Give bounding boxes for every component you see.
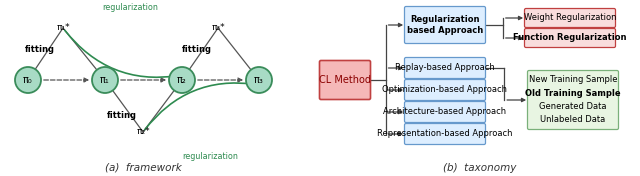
- Text: π₃: π₃: [254, 75, 264, 85]
- FancyBboxPatch shape: [404, 80, 486, 100]
- Text: CL Method: CL Method: [319, 75, 371, 85]
- Text: Representation-based Approach: Representation-based Approach: [377, 130, 513, 139]
- Circle shape: [15, 67, 41, 93]
- Text: Unlabeled Data: Unlabeled Data: [540, 115, 605, 124]
- Text: π₂: π₂: [177, 75, 187, 85]
- Text: π₃*: π₃*: [211, 24, 225, 33]
- FancyBboxPatch shape: [525, 8, 616, 27]
- Text: Architecture-based Approach: Architecture-based Approach: [383, 108, 507, 117]
- Text: regularization: regularization: [102, 4, 158, 12]
- FancyBboxPatch shape: [404, 102, 486, 122]
- FancyBboxPatch shape: [404, 124, 486, 144]
- Text: fitting: fitting: [182, 46, 212, 55]
- Text: Regularization
based Approach: Regularization based Approach: [407, 15, 483, 35]
- Text: (b)  taxonomy: (b) taxonomy: [444, 163, 516, 173]
- Text: Old Training Sample: Old Training Sample: [525, 89, 621, 98]
- Text: Generated Data: Generated Data: [540, 102, 607, 111]
- Text: fitting: fitting: [107, 111, 137, 120]
- FancyBboxPatch shape: [319, 61, 371, 99]
- Text: Weight Regularization: Weight Regularization: [524, 14, 616, 23]
- Text: π₀: π₀: [23, 75, 33, 85]
- Text: π₂*: π₂*: [136, 127, 150, 137]
- Circle shape: [169, 67, 195, 93]
- Text: regularization: regularization: [182, 152, 238, 161]
- FancyBboxPatch shape: [404, 7, 486, 43]
- Circle shape: [92, 67, 118, 93]
- Text: Optimization-based Approach: Optimization-based Approach: [383, 86, 508, 95]
- Text: π₁: π₁: [100, 75, 110, 85]
- FancyBboxPatch shape: [525, 29, 616, 48]
- Circle shape: [246, 67, 272, 93]
- FancyBboxPatch shape: [527, 71, 618, 130]
- Text: Replay-based Approach: Replay-based Approach: [395, 64, 495, 73]
- Text: (a)  framework: (a) framework: [104, 163, 181, 173]
- Text: Function Regularization: Function Regularization: [513, 33, 627, 42]
- FancyBboxPatch shape: [404, 58, 486, 78]
- Text: New Training Sample: New Training Sample: [529, 76, 617, 84]
- Text: fitting: fitting: [25, 46, 55, 55]
- Text: π₁*: π₁*: [56, 24, 70, 33]
